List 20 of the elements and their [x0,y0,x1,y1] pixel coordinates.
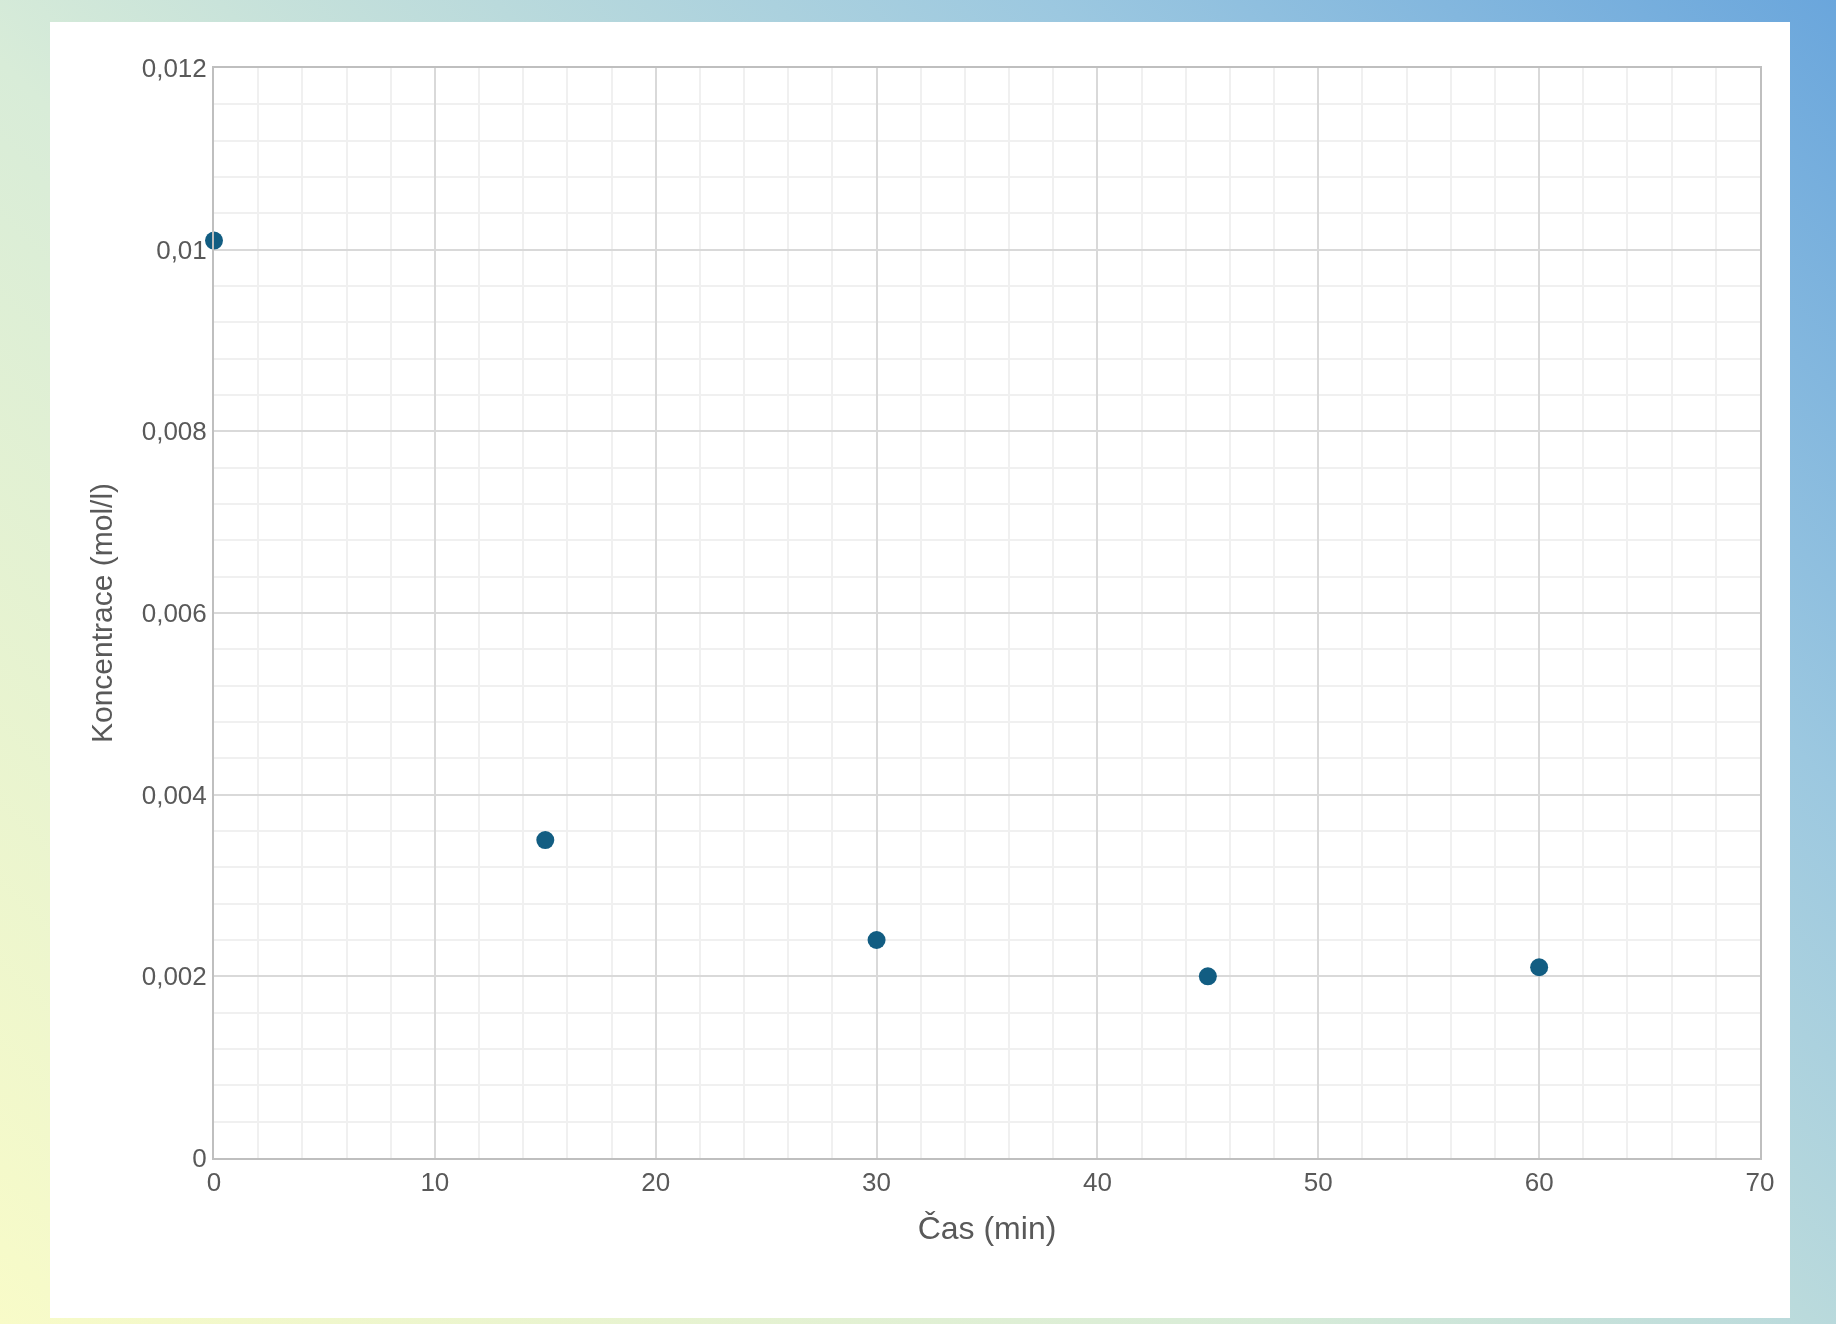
point [867,931,886,949]
x-tick-label: 40 [1082,1167,1112,1198]
x-tick-label: 30 [862,1167,892,1198]
y-tick-label: 0,002 [141,961,207,992]
x-tick-label: 10 [420,1167,450,1198]
x-axis-title: Čas (min) [917,1209,1057,1246]
y-tick-label: 0,004 [141,779,207,810]
point [536,831,555,850]
y-tick-label: 0 [192,1143,207,1174]
x-tick-label: 50 [1303,1167,1333,1198]
point [1198,967,1217,986]
y-axis-title: Koncentrace (mol/l) [85,482,119,744]
y-tick-label: 0,008 [141,416,207,447]
y-tick-label: 0,006 [141,598,207,629]
point [1530,958,1549,977]
y-tick-label: 0,012 [141,53,207,84]
x-tick-label: 20 [641,1167,671,1198]
x-tick-label: 60 [1524,1167,1554,1198]
x-tick-label: 70 [1745,1167,1775,1198]
y-tick-label: 0,01 [156,234,207,265]
